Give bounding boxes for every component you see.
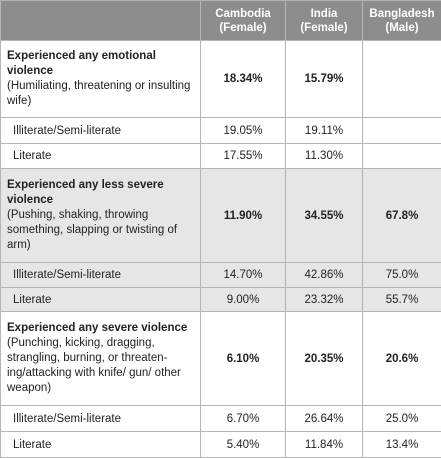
value-cell: 18.34% xyxy=(201,41,286,118)
row-label: Literate xyxy=(1,144,201,169)
header-row: Cambodia(Female)India(Female)Bangladesh(… xyxy=(1,1,441,41)
section-row: Experienced any emotional violence(Humil… xyxy=(1,41,441,118)
sub-row: Illiterate/Semi-literate 19.05% 19.11% xyxy=(1,118,441,144)
section-label: Experienced any severe violence(Punching… xyxy=(1,312,201,406)
value: 6.10% xyxy=(227,353,260,365)
sub-row: Illiterate/Semi-literate 14.70% 42.86% 75.0… xyxy=(1,263,441,288)
value-cell: 75.0% xyxy=(363,263,441,288)
value-cell: 11.84% xyxy=(286,432,363,458)
value: 42.86% xyxy=(304,269,343,281)
value: 34.55% xyxy=(304,210,343,222)
column-country: Bangladesh xyxy=(369,7,435,21)
value-cell: 20.35% xyxy=(286,312,363,406)
value-cell: 19.05% xyxy=(201,118,286,144)
column-header: Cambodia(Female) xyxy=(201,1,286,41)
column-country: India xyxy=(292,7,356,21)
row-label: Literate xyxy=(1,432,201,458)
section-description: (Pushing, shaking, throwing something, s… xyxy=(7,208,194,253)
value-cell: 19.11% xyxy=(286,118,363,144)
row-label: Illiterate/Semi-literate xyxy=(1,263,201,288)
value-cell: 15.79% xyxy=(286,41,363,118)
value-cell: 17.55% xyxy=(201,144,286,169)
value-cell: 11.90% xyxy=(201,169,286,263)
value: 11.90% xyxy=(224,210,262,222)
value-cell: 5.40% xyxy=(201,432,286,458)
section-row: Experienced any severe violence(Punching… xyxy=(1,312,441,406)
value-cell: 23.32% xyxy=(286,288,363,312)
value-cell: 34.55% xyxy=(286,169,363,263)
value: 20.35% xyxy=(304,353,343,365)
value-cell: 9.00% xyxy=(201,288,286,312)
row-label: Literate xyxy=(1,288,201,312)
value-cell xyxy=(363,144,441,169)
value: 11.30% xyxy=(305,150,343,162)
column-group: (Female) xyxy=(292,21,356,35)
sub-row: Illiterate/Semi-literate 6.70% 26.64% 25.0% xyxy=(1,406,441,432)
value: 67.8% xyxy=(386,210,419,222)
value-cell xyxy=(363,41,441,118)
section-description: (Humiliating, threatening or insulting w… xyxy=(7,79,194,109)
column-header: Bangladesh(Male) xyxy=(363,1,441,41)
column-group: (Male) xyxy=(369,21,435,35)
value: 15.79% xyxy=(304,73,343,85)
sub-row: Literate 5.40% 11.84% 13.4% xyxy=(1,432,441,458)
value: 23.32% xyxy=(304,294,343,306)
column-group: (Female) xyxy=(207,21,279,35)
section-row: Experienced any less severe violence(Pus… xyxy=(1,169,441,263)
column-header: India(Female) xyxy=(286,1,363,41)
value-cell: 20.6% xyxy=(363,312,441,406)
value-cell: 6.10% xyxy=(201,312,286,406)
value: 17.55% xyxy=(223,150,262,162)
value: 11.84% xyxy=(305,439,343,451)
value: 75.0% xyxy=(386,269,419,281)
value-cell: 67.8% xyxy=(363,169,441,263)
value-cell: 26.64% xyxy=(286,406,363,432)
sub-row: Literate 9.00% 23.32% 55.7% xyxy=(1,288,441,312)
value-cell xyxy=(363,118,441,144)
value: 6.70% xyxy=(227,413,260,425)
value: 5.40% xyxy=(227,439,260,451)
value-cell: 55.7% xyxy=(363,288,441,312)
value-cell: 14.70% xyxy=(201,263,286,288)
row-label: Illiterate/Semi-literate xyxy=(1,118,201,144)
value: 55.7% xyxy=(386,294,419,306)
section-description: (Punching, kicking, dragging, strangling… xyxy=(7,336,194,396)
section-label: Experienced any less severe violence(Pus… xyxy=(1,169,201,263)
section-label: Experienced any emotional violence(Humil… xyxy=(1,41,201,118)
section-title: Experienced any severe violence xyxy=(7,321,194,336)
section-title: Experienced any less severe violence xyxy=(7,178,194,208)
row-label: Illiterate/Semi-literate xyxy=(1,406,201,432)
value: 18.34% xyxy=(223,73,262,85)
column-country: Cambodia xyxy=(207,7,279,21)
value: 13.4% xyxy=(386,439,419,451)
value: 9.00% xyxy=(227,294,260,306)
value: 19.11% xyxy=(305,125,343,137)
value-cell: 13.4% xyxy=(363,432,441,458)
value-cell: 11.30% xyxy=(286,144,363,169)
value-cell: 42.86% xyxy=(286,263,363,288)
value: 19.05% xyxy=(223,125,262,137)
sub-row: Literate 17.55% 11.30% xyxy=(1,144,441,169)
header-corner xyxy=(1,1,201,41)
value: 20.6% xyxy=(386,353,419,365)
value: 26.64% xyxy=(304,413,343,425)
section-title: Experienced any emotional violence xyxy=(7,49,194,79)
value: 14.70% xyxy=(223,269,262,281)
value: 25.0% xyxy=(386,413,419,425)
value-cell: 25.0% xyxy=(363,406,441,432)
value-cell: 6.70% xyxy=(201,406,286,432)
